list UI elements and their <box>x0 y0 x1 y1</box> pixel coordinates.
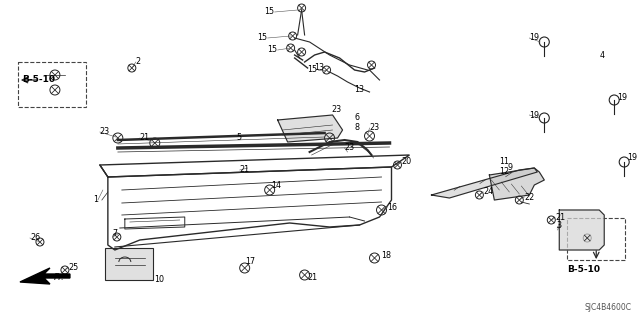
Text: 12: 12 <box>499 167 509 176</box>
Text: 7: 7 <box>113 229 118 239</box>
Text: 4: 4 <box>599 50 604 60</box>
Text: 23: 23 <box>369 123 380 132</box>
Text: 18: 18 <box>381 250 392 259</box>
Text: 15: 15 <box>264 8 275 17</box>
Bar <box>567 218 625 260</box>
Polygon shape <box>20 268 70 284</box>
Text: 5: 5 <box>237 133 242 143</box>
Text: 19: 19 <box>529 33 540 42</box>
Text: 10: 10 <box>154 276 164 285</box>
Text: 1: 1 <box>93 196 98 204</box>
Text: 6: 6 <box>355 114 360 122</box>
Text: 19: 19 <box>617 93 627 101</box>
Text: 21: 21 <box>240 166 250 174</box>
Polygon shape <box>431 168 538 198</box>
Polygon shape <box>278 115 342 142</box>
Text: 15: 15 <box>268 46 278 55</box>
Text: 16: 16 <box>387 203 397 211</box>
Text: 11: 11 <box>499 158 509 167</box>
Text: 15: 15 <box>307 65 317 75</box>
Text: 24: 24 <box>483 188 493 197</box>
Polygon shape <box>490 168 544 200</box>
Text: 19: 19 <box>529 110 540 120</box>
Text: B-5-10: B-5-10 <box>22 75 55 84</box>
Text: B-5-10: B-5-10 <box>567 265 600 274</box>
Text: 13: 13 <box>315 63 324 72</box>
Text: 17: 17 <box>244 257 255 266</box>
Text: 22: 22 <box>524 192 534 202</box>
Text: 23: 23 <box>100 128 110 137</box>
Text: 23: 23 <box>332 106 342 115</box>
Polygon shape <box>559 210 604 250</box>
Text: 26: 26 <box>30 234 40 242</box>
Text: 3: 3 <box>556 221 561 231</box>
Text: 13: 13 <box>355 85 365 94</box>
Text: 20: 20 <box>401 158 412 167</box>
Text: 21: 21 <box>308 273 317 283</box>
Bar <box>105 248 153 280</box>
Text: 21: 21 <box>140 133 150 143</box>
Text: 15: 15 <box>257 33 268 42</box>
Text: 19: 19 <box>627 153 637 162</box>
Text: 21: 21 <box>556 213 565 222</box>
Text: 2: 2 <box>136 57 141 66</box>
Text: 14: 14 <box>271 182 282 190</box>
Bar <box>18 62 86 107</box>
Text: 8: 8 <box>355 123 360 132</box>
Text: 9: 9 <box>508 164 513 173</box>
Text: 25: 25 <box>68 263 78 272</box>
Text: SJC4B4600C: SJC4B4600C <box>584 303 631 312</box>
Text: 23: 23 <box>344 144 355 152</box>
Text: Fr.: Fr. <box>54 273 65 283</box>
